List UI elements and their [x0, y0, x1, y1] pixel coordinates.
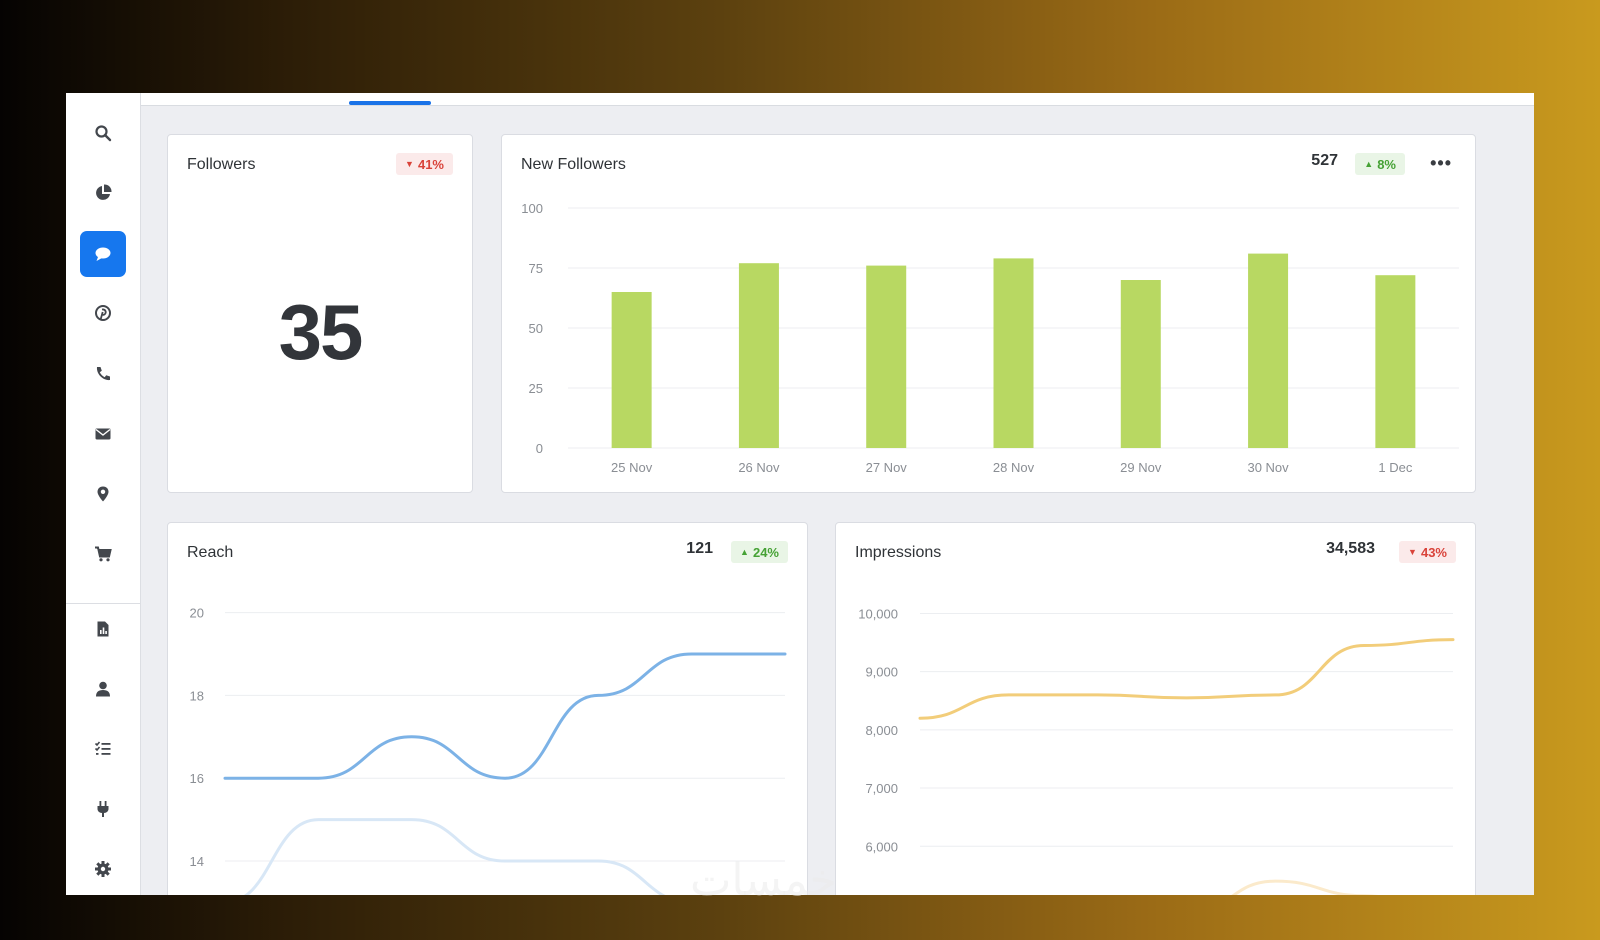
y-tick-label: 16	[190, 771, 204, 786]
plug-icon[interactable]	[80, 786, 126, 832]
watermark-logo: خمسات	[690, 855, 837, 906]
bar	[1248, 253, 1289, 448]
x-tick-label: 27 Nov	[866, 460, 908, 475]
change-value: 8%	[1377, 156, 1396, 172]
caret-up-icon: ▲	[1364, 159, 1374, 169]
followers-count: 35	[278, 288, 364, 376]
change-value: 41%	[417, 156, 444, 172]
new-followers-chart: 0 25 50 75 100 25 Nov 26 Nov 27 Nov 28 Nov 29 Nov…	[521, 201, 1459, 475]
y-tick-label: 25	[529, 381, 543, 396]
report-icon[interactable]	[80, 606, 126, 652]
y-tick-label: 100	[521, 201, 543, 216]
change-badge: ▼ 41%	[396, 153, 453, 175]
phone-icon[interactable]	[80, 351, 126, 397]
cart-icon[interactable]	[80, 531, 126, 577]
change-badge: ▲ 24%	[731, 541, 788, 563]
gear-icon[interactable]	[80, 846, 126, 892]
y-tick-label: 10,000	[858, 606, 898, 621]
y-tick-label: 8,000	[865, 723, 898, 738]
y-tick-label: 20	[190, 606, 204, 621]
sidebar	[66, 93, 141, 895]
dashboard-app: Followers ▼ 41% 35 New Followers 527 ▲ 8% …	[66, 93, 1534, 895]
y-tick-label: 50	[529, 321, 543, 336]
y-tick-label: 9,000	[865, 665, 898, 680]
top-tab-bar	[141, 93, 1534, 106]
location-pin-icon[interactable]	[80, 471, 126, 517]
x-tick-label: 26 Nov	[738, 460, 780, 475]
reach-chart: 14 16 18 20	[190, 606, 787, 895]
active-tab-indicator	[349, 101, 431, 105]
bar	[1120, 280, 1161, 448]
series-line	[243, 818, 666, 895]
sidebar-divider	[66, 603, 141, 604]
caret-down-icon: ▼	[405, 159, 414, 169]
card-title: Impressions	[855, 544, 942, 561]
reach-card: Reach 121 ▲ 24% 14 16 18 20	[167, 522, 808, 895]
card-title: Reach	[187, 544, 234, 561]
series-line	[1231, 879, 1378, 895]
chat-icon[interactable]	[80, 231, 126, 277]
x-tick-label: 25 Nov	[611, 460, 653, 475]
bar	[866, 265, 907, 448]
pinterest-icon[interactable]	[80, 290, 126, 336]
y-tick-label: 0	[536, 441, 543, 456]
new-followers-card: New Followers 527 ▲ 8% ••• 0 25 50 75 100 25 N…	[501, 134, 1476, 493]
caret-up-icon: ▲	[740, 547, 749, 557]
x-tick-label: 28 Nov	[993, 460, 1035, 475]
followers-card: Followers ▼ 41% 35	[167, 134, 473, 493]
impressions-card: Impressions 34,583 ▼ 43% 5,000 6,000 7,000 8…	[835, 522, 1476, 895]
total-value: 121	[686, 540, 713, 557]
search-icon[interactable]	[80, 110, 126, 156]
change-value: 24%	[752, 544, 779, 560]
checklist-icon[interactable]	[80, 726, 126, 772]
change-value: 43%	[1420, 544, 1447, 560]
x-tick-label: 29 Nov	[1120, 460, 1162, 475]
bar	[611, 292, 652, 448]
series-line	[223, 652, 787, 780]
card-title: New Followers	[521, 156, 626, 173]
y-tick-label: 6,000	[865, 839, 898, 854]
x-tick-label: 1 Dec	[1378, 460, 1412, 475]
pie-chart-icon[interactable]	[80, 170, 126, 216]
card-title: Followers	[187, 156, 256, 173]
change-badge: ▲ 8%	[1355, 153, 1405, 175]
y-tick-label: 75	[529, 261, 543, 276]
y-tick-label: 18	[190, 688, 204, 703]
caret-down-icon: ▼	[1408, 547, 1417, 557]
more-horizontal-icon[interactable]: •••	[1430, 153, 1452, 173]
series-line	[918, 638, 1455, 720]
y-tick-label: 7,000	[865, 781, 898, 796]
change-badge: ▼ 43%	[1399, 541, 1456, 563]
bar	[1375, 275, 1416, 448]
user-icon[interactable]	[80, 666, 126, 712]
total-value: 527	[1311, 152, 1338, 169]
mail-icon[interactable]	[80, 411, 126, 457]
bar	[993, 258, 1034, 448]
bar	[738, 263, 779, 448]
x-tick-label: 30 Nov	[1247, 460, 1289, 475]
total-value: 34,583	[1326, 540, 1375, 557]
y-tick-label: 14	[190, 854, 204, 869]
